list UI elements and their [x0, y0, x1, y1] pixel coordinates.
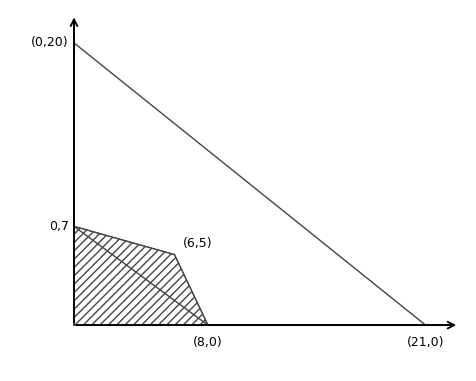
Text: (8,0): (8,0)	[193, 336, 222, 349]
Text: (21,0): (21,0)	[406, 336, 444, 349]
Text: (6,5): (6,5)	[182, 237, 212, 250]
Text: (0,20): (0,20)	[31, 37, 69, 50]
Text: 0,7: 0,7	[49, 220, 69, 233]
